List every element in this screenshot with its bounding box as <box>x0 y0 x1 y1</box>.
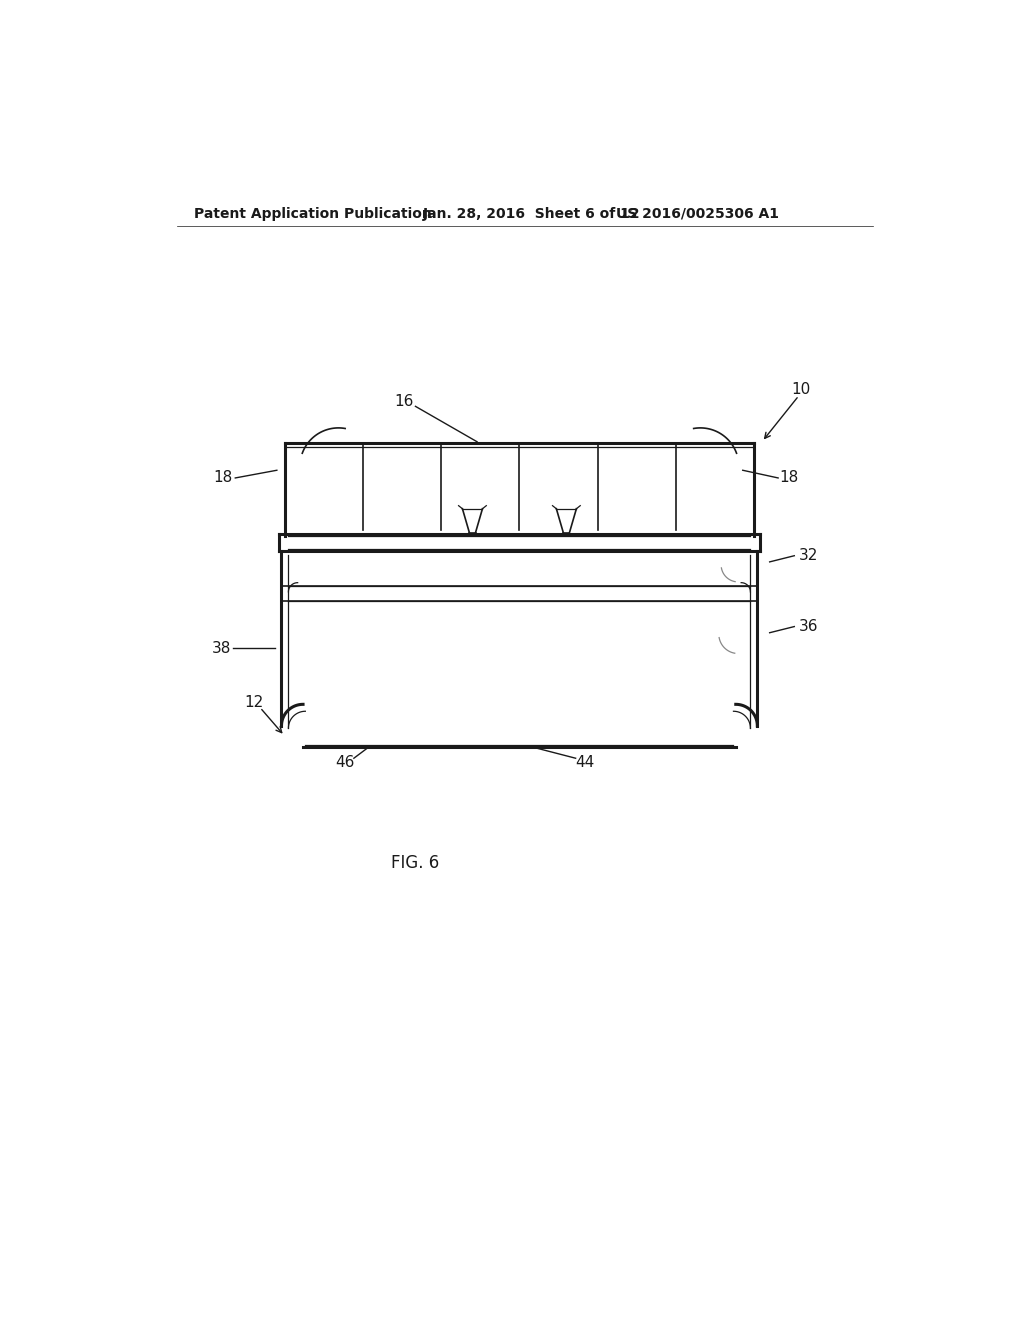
Text: 10: 10 <box>791 381 810 397</box>
Text: Patent Application Publication: Patent Application Publication <box>194 207 431 220</box>
Text: 44: 44 <box>575 755 595 771</box>
Text: FIG. 6: FIG. 6 <box>391 854 439 873</box>
Text: 18: 18 <box>213 470 232 486</box>
Text: 36: 36 <box>799 619 818 634</box>
Text: 32: 32 <box>799 548 818 564</box>
Text: US 2016/0025306 A1: US 2016/0025306 A1 <box>615 207 778 220</box>
Text: 12: 12 <box>244 694 263 710</box>
Text: 16: 16 <box>394 395 414 409</box>
Text: 18: 18 <box>779 470 799 486</box>
Text: 46: 46 <box>335 755 354 771</box>
Text: 38: 38 <box>212 640 231 656</box>
Text: Jan. 28, 2016  Sheet 6 of 12: Jan. 28, 2016 Sheet 6 of 12 <box>423 207 641 220</box>
